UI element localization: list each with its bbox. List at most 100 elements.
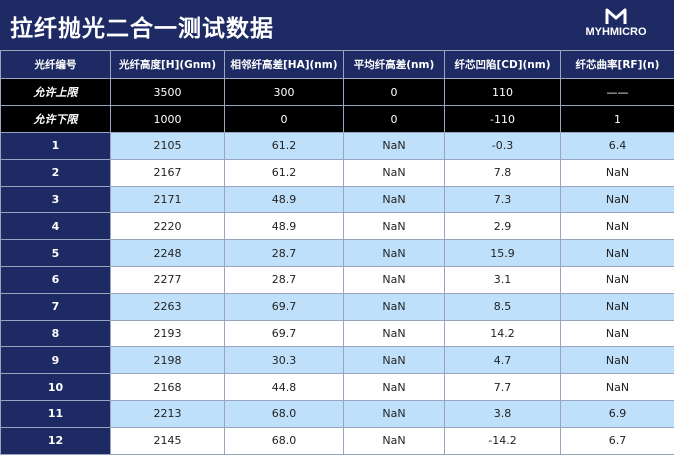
- table-cell: NaN: [344, 186, 445, 213]
- table-cell: NaN: [561, 347, 674, 374]
- table-cell: 5: [1, 240, 111, 267]
- table-cell: 6.9: [561, 400, 674, 427]
- table-cell: 2220: [111, 213, 225, 240]
- table-cell: 3500: [111, 79, 225, 106]
- table-cell: NaN: [344, 293, 445, 320]
- table-cell: NaN: [561, 159, 674, 186]
- table-cell: 0: [225, 106, 344, 133]
- table-cell: 10: [1, 374, 111, 401]
- table-cell: NaN: [561, 266, 674, 293]
- table-cell: 30.3: [225, 347, 344, 374]
- table-cell: 28.7: [225, 240, 344, 267]
- table-cell: NaN: [344, 266, 445, 293]
- table-cell: 1: [1, 133, 111, 160]
- header-row: 光纤编号光纤高度[H](Gnm)相邻纤高差[HA](nm)平均纤高差(nm)纤芯…: [1, 51, 674, 79]
- table-cell: 0: [344, 106, 445, 133]
- table-cell: ——: [561, 79, 674, 106]
- table-cell: 平均纤高差(nm): [344, 51, 445, 79]
- table-cell: NaN: [344, 213, 445, 240]
- table-cell: 6: [1, 266, 111, 293]
- table-cell: 6.7: [561, 427, 674, 454]
- table-cell: 纤芯曲率[RF](n): [561, 51, 674, 79]
- table-cell: NaN: [561, 186, 674, 213]
- table-cell: NaN: [344, 347, 445, 374]
- table-cell: 2248: [111, 240, 225, 267]
- table-cell: 4: [1, 213, 111, 240]
- page-title: 拉纤抛光二合一测试数据: [10, 9, 274, 43]
- table-cell: 28.7: [225, 266, 344, 293]
- header-bar: 拉纤抛光二合一测试数据 MYHMICRO: [0, 0, 674, 50]
- table-cell: NaN: [344, 133, 445, 160]
- table-cell: 15.9: [445, 240, 561, 267]
- table-cell: NaN: [561, 320, 674, 347]
- table-cell: 2105: [111, 133, 225, 160]
- table-cell: 2263: [111, 293, 225, 320]
- table-cell: 允许上限: [1, 79, 111, 106]
- table-cell: NaN: [561, 240, 674, 267]
- table-cell: 12: [1, 427, 111, 454]
- table-cell: 7: [1, 293, 111, 320]
- table-cell: 允许下限: [1, 106, 111, 133]
- logo-text: MYHMICRO: [576, 26, 656, 38]
- logo: MYHMICRO: [576, 6, 656, 46]
- table-cell: 7.8: [445, 159, 561, 186]
- table-cell: NaN: [561, 213, 674, 240]
- table-cell: 7.3: [445, 186, 561, 213]
- table-cell: 3: [1, 186, 111, 213]
- table-cell: 1000: [111, 106, 225, 133]
- table-cell: 69.7: [225, 320, 344, 347]
- table-cell: 纤芯凹陷[CD](nm): [445, 51, 561, 79]
- table-cell: 68.0: [225, 427, 344, 454]
- table-cell: 14.2: [445, 320, 561, 347]
- data-table: 光纤编号光纤高度[H](Gnm)相邻纤高差[HA](nm)平均纤高差(nm)纤芯…: [0, 50, 674, 455]
- table-cell: 8: [1, 320, 111, 347]
- table-cell: 2193: [111, 320, 225, 347]
- table-cell: 2145: [111, 427, 225, 454]
- table-cell: 0: [344, 79, 445, 106]
- logo-icon: [576, 6, 656, 26]
- table-cell: 光纤编号: [1, 51, 111, 79]
- table-cell: 2198: [111, 347, 225, 374]
- table-cell: 光纤高度[H](Gnm): [111, 51, 225, 79]
- table-cell: NaN: [344, 240, 445, 267]
- table-cell: 110: [445, 79, 561, 106]
- table-cell: 2213: [111, 400, 225, 427]
- table-cell: -0.3: [445, 133, 561, 160]
- table-cell: 1: [561, 106, 674, 133]
- table-cell: NaN: [561, 374, 674, 401]
- table-cell: 68.0: [225, 400, 344, 427]
- table-cell: NaN: [344, 427, 445, 454]
- table-cell: 6.4: [561, 133, 674, 160]
- table-cell: 61.2: [225, 159, 344, 186]
- table-cell: 44.8: [225, 374, 344, 401]
- table-cell: 7.7: [445, 374, 561, 401]
- table-cell: 4.7: [445, 347, 561, 374]
- table-cell: 48.9: [225, 213, 344, 240]
- table-cell: 2.9: [445, 213, 561, 240]
- table-cell: 2171: [111, 186, 225, 213]
- table-cell: 2168: [111, 374, 225, 401]
- table-cell: 3.8: [445, 400, 561, 427]
- table-cell: 2: [1, 159, 111, 186]
- table-cell: 2167: [111, 159, 225, 186]
- table-cell: 69.7: [225, 293, 344, 320]
- table-cell: 300: [225, 79, 344, 106]
- table-cell: 9: [1, 347, 111, 374]
- table-cell: NaN: [344, 159, 445, 186]
- table-cell: NaN: [344, 374, 445, 401]
- table-cell: 2277: [111, 266, 225, 293]
